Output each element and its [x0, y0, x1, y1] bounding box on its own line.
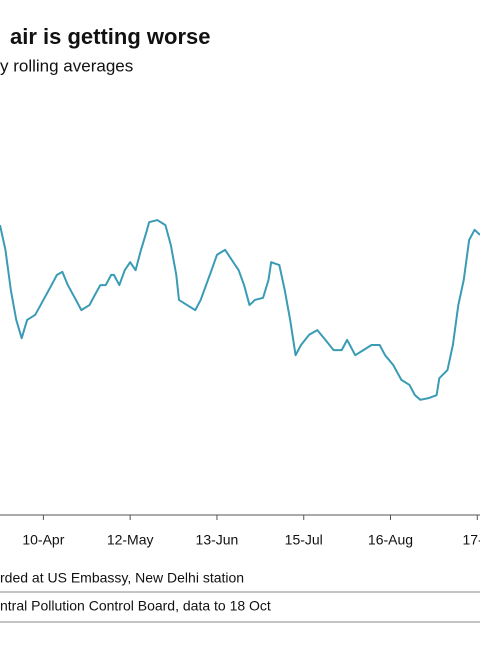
x-tick-label: 12-May: [107, 532, 154, 548]
x-tick-label: 10-Apr: [22, 532, 64, 548]
source-note: ntral Pollution Control Board, data to 1…: [0, 598, 271, 614]
x-tick-label: 13-Jun: [196, 532, 239, 548]
x-tick-label: 16-Aug: [368, 532, 413, 548]
chart-title: air is getting worse: [10, 24, 211, 49]
x-tick-label: 15-Jul: [285, 532, 323, 548]
data-line: [0, 219, 480, 401]
chart-subtitle: y rolling averages: [0, 56, 133, 75]
x-tick-label: 17-S: [462, 532, 480, 548]
source-note: rded at US Embassy, New Delhi station: [0, 570, 244, 586]
